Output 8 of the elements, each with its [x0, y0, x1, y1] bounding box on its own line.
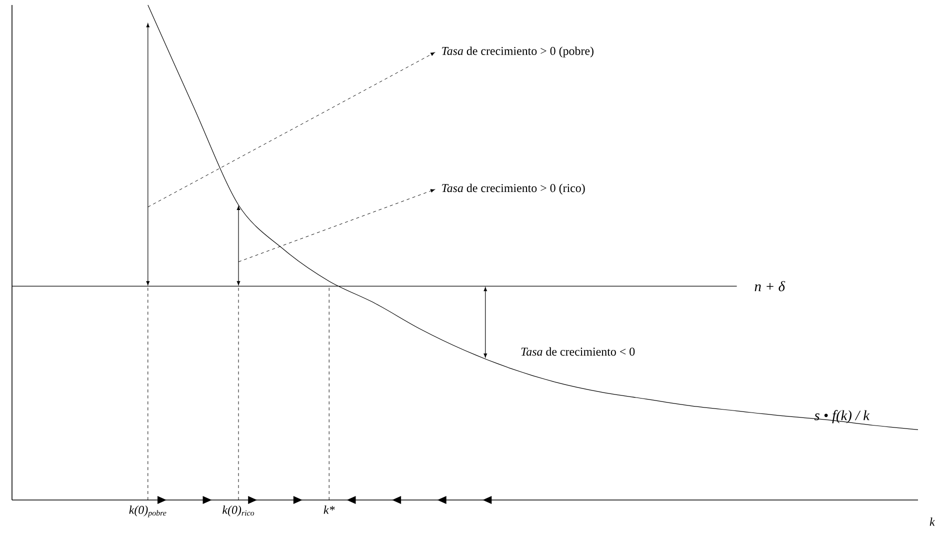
x-axis-title: k: [930, 517, 935, 526]
annotation: Tasa de crecimiento > 0 (rico): [442, 184, 585, 195]
annotation: Tasa de crecimiento < 0: [521, 347, 635, 356]
x-tick-label: k(0)$_{rico}$: [222, 506, 254, 516]
x-tick-label: k*: [324, 506, 335, 514]
annotation: Tasa de crecimiento > 0 (pobre): [442, 46, 594, 58]
series-label: n + δ: [754, 281, 786, 292]
x-tick-label: k(0)$_{pobre}$: [129, 506, 166, 518]
